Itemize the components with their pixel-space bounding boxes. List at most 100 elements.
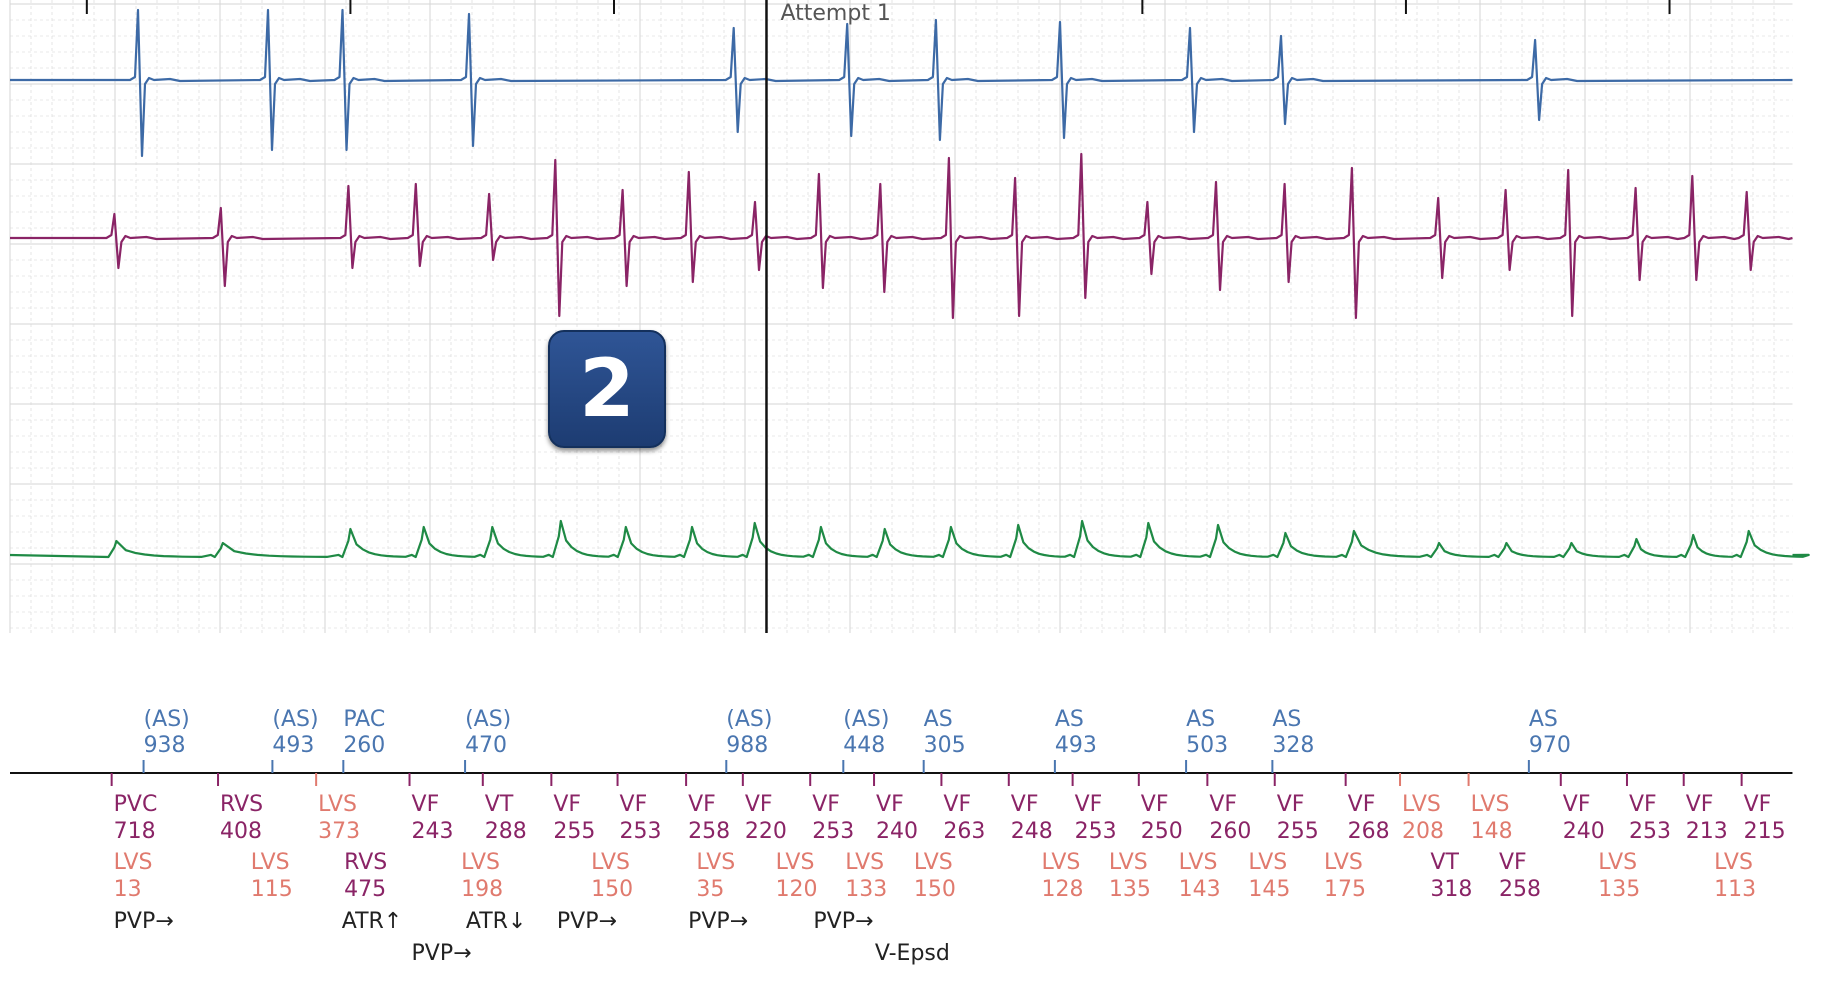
atrial-marker-label: (AS) bbox=[726, 707, 772, 732]
lower-marker-interval: 143 bbox=[1179, 877, 1221, 902]
ventricular-marker-interval: 258 bbox=[688, 819, 730, 844]
lower-marker-label: LVS bbox=[914, 850, 953, 875]
event-annotation: V-Epsd bbox=[875, 941, 950, 966]
ventricular-marker-label: LVS bbox=[318, 792, 357, 817]
ventricular-marker-label: VF bbox=[1348, 792, 1376, 817]
lower-marker-label: LVS bbox=[845, 850, 884, 875]
event-annotation: PVP→ bbox=[688, 909, 748, 934]
atrial-marker-interval: 938 bbox=[144, 733, 186, 758]
lower-marker-label: LVS bbox=[1714, 850, 1753, 875]
step-number: 2 bbox=[579, 342, 635, 435]
marker-channel-labels: (AS)938(AS)493PAC260(AS)470(AS)988(AS)44… bbox=[114, 707, 1786, 966]
lower-marker-interval: 318 bbox=[1430, 877, 1472, 902]
ventricular-marker-interval: 253 bbox=[620, 819, 662, 844]
event-annotation: ATR↓ bbox=[466, 909, 527, 934]
egm-traces bbox=[9, 8, 1810, 559]
lower-marker-label: LVS bbox=[114, 850, 153, 875]
atrial-marker-interval: 988 bbox=[726, 733, 768, 758]
ventricular-marker-interval: 253 bbox=[812, 819, 854, 844]
lower-marker-label: LVS bbox=[1248, 850, 1287, 875]
ventricular-marker-label: PVC bbox=[114, 792, 158, 817]
lower-marker-interval: 115 bbox=[251, 877, 293, 902]
ventricular-marker-interval: 208 bbox=[1402, 819, 1444, 844]
egm-trace-3 bbox=[9, 519, 1810, 559]
ventricular-marker-label: LVS bbox=[1471, 792, 1510, 817]
ventricular-marker-interval: 253 bbox=[1629, 819, 1671, 844]
lower-marker-label: VT bbox=[1430, 850, 1459, 875]
atrial-marker-interval: 493 bbox=[272, 733, 314, 758]
event-annotation: PVP→ bbox=[557, 909, 617, 934]
atrial-marker-interval: 503 bbox=[1186, 733, 1228, 758]
ventricular-marker-interval: 718 bbox=[114, 819, 156, 844]
lower-marker-interval: 120 bbox=[776, 877, 818, 902]
lower-marker-label: LVS bbox=[1042, 850, 1081, 875]
lower-marker-label: LVS bbox=[1109, 850, 1148, 875]
ventricular-marker-interval: 148 bbox=[1471, 819, 1513, 844]
ventricular-marker-interval: 255 bbox=[1277, 819, 1319, 844]
marker-channel-axis bbox=[10, 760, 1793, 786]
ventricular-marker-label: VF bbox=[688, 792, 716, 817]
ventricular-marker-label: VT bbox=[485, 792, 514, 817]
atrial-marker-interval: 305 bbox=[924, 733, 966, 758]
atrial-marker-label: AS bbox=[1529, 707, 1558, 732]
lower-marker-label: LVS bbox=[1179, 850, 1218, 875]
lower-marker-interval: 135 bbox=[1598, 877, 1640, 902]
atrial-marker-label: (AS) bbox=[144, 707, 190, 732]
ventricular-marker-label: VF bbox=[943, 792, 971, 817]
ventricular-marker-interval: 268 bbox=[1348, 819, 1390, 844]
lower-marker-interval: 13 bbox=[114, 877, 142, 902]
ventricular-marker-label: LVS bbox=[1402, 792, 1441, 817]
atrial-marker-interval: 493 bbox=[1055, 733, 1097, 758]
ventricular-marker-interval: 215 bbox=[1744, 819, 1786, 844]
event-annotation: PVP→ bbox=[813, 909, 873, 934]
ventricular-marker-label: VF bbox=[1209, 792, 1237, 817]
ventricular-marker-label: VF bbox=[1744, 792, 1772, 817]
lower-marker-interval: 150 bbox=[591, 877, 633, 902]
lower-marker-interval: 133 bbox=[845, 877, 887, 902]
lower-marker-interval: 198 bbox=[461, 877, 503, 902]
ventricular-marker-interval: 213 bbox=[1686, 819, 1728, 844]
lower-marker-label: LVS bbox=[251, 850, 290, 875]
egm-trace-2 bbox=[10, 152, 1793, 320]
ventricular-marker-interval: 240 bbox=[1563, 819, 1605, 844]
ventricular-marker-interval: 260 bbox=[1209, 819, 1251, 844]
top-ticks bbox=[85, 0, 1671, 14]
lower-marker-label: LVS bbox=[696, 850, 735, 875]
lower-marker-label: RVS bbox=[344, 850, 387, 875]
atrial-marker-interval: 970 bbox=[1529, 733, 1571, 758]
event-annotation: ATR↑ bbox=[342, 909, 403, 934]
atrial-marker-label: (AS) bbox=[272, 707, 318, 732]
ventricular-marker-label: VF bbox=[1011, 792, 1039, 817]
ventricular-marker-label: VF bbox=[412, 792, 440, 817]
ventricular-marker-label: RVS bbox=[220, 792, 263, 817]
ventricular-marker-label: VF bbox=[876, 792, 904, 817]
lower-marker-label: LVS bbox=[461, 850, 500, 875]
lower-marker-interval: 175 bbox=[1324, 877, 1366, 902]
event-annotation: PVP→ bbox=[412, 941, 472, 966]
atrial-marker-interval: 260 bbox=[343, 733, 385, 758]
lower-marker-label: LVS bbox=[591, 850, 630, 875]
chart-grid bbox=[9, 0, 1793, 633]
ventricular-marker-interval: 408 bbox=[220, 819, 262, 844]
ventricular-marker-interval: 263 bbox=[943, 819, 985, 844]
lower-marker-interval: 258 bbox=[1499, 877, 1541, 902]
lower-marker-interval: 475 bbox=[344, 877, 386, 902]
atrial-marker-label: AS bbox=[1186, 707, 1215, 732]
attempt-label: Attempt 1 bbox=[780, 1, 890, 26]
ventricular-marker-interval: 250 bbox=[1141, 819, 1183, 844]
ventricular-marker-label: VF bbox=[812, 792, 840, 817]
ventricular-marker-label: VF bbox=[1075, 792, 1103, 817]
atrial-marker-label: PAC bbox=[343, 707, 385, 732]
ventricular-marker-label: VF bbox=[620, 792, 648, 817]
event-annotation: PVP→ bbox=[114, 909, 174, 934]
lower-marker-label: VF bbox=[1499, 850, 1527, 875]
step-number-badge: 2 bbox=[548, 330, 666, 448]
ventricular-marker-label: VF bbox=[1686, 792, 1714, 817]
ventricular-marker-label: VF bbox=[745, 792, 773, 817]
atrial-marker-interval: 448 bbox=[843, 733, 885, 758]
atrial-marker-label: AS bbox=[1272, 707, 1301, 732]
lower-marker-interval: 113 bbox=[1714, 877, 1756, 902]
lower-marker-interval: 135 bbox=[1109, 877, 1151, 902]
ventricular-marker-label: VF bbox=[553, 792, 581, 817]
